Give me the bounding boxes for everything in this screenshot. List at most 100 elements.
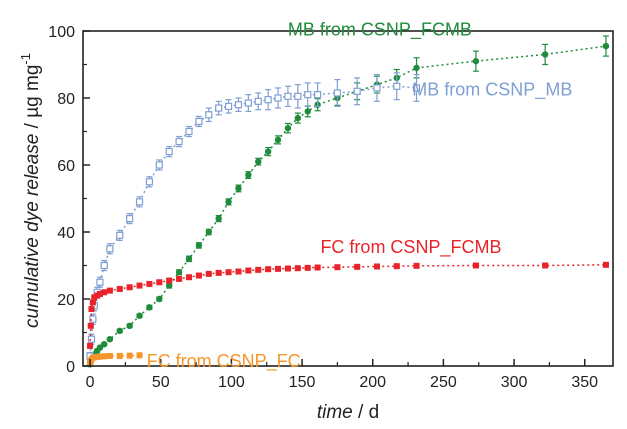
data-point — [472, 57, 480, 65]
data-point — [304, 108, 311, 115]
data-point — [413, 64, 420, 72]
data-point — [156, 295, 163, 303]
data-point — [101, 353, 108, 360]
data-point — [225, 198, 232, 206]
data-point — [334, 264, 341, 271]
data-point — [542, 262, 549, 269]
x-tick-label: 300 — [501, 374, 528, 391]
x-axis-title: time / d — [317, 402, 379, 423]
data-point — [88, 306, 95, 313]
x-tick-label: 200 — [359, 374, 386, 391]
data-point — [166, 282, 173, 289]
data-point — [126, 284, 133, 291]
y-tick-label: 100 — [48, 24, 75, 41]
data-point — [294, 92, 302, 100]
data-point — [284, 92, 292, 100]
data-point — [314, 91, 322, 99]
y-tick-label: 0 — [66, 359, 75, 376]
data-point — [175, 269, 183, 276]
data-point — [106, 245, 114, 253]
data-point — [234, 101, 243, 109]
data-point — [245, 267, 252, 274]
x-axis-title-italic: time — [317, 402, 353, 423]
data-point — [87, 342, 94, 349]
data-point — [235, 268, 242, 275]
data-point — [205, 111, 213, 119]
data-point — [224, 102, 233, 110]
y-axis-title-unit: / µg mg — [22, 65, 43, 134]
data-point — [284, 265, 291, 272]
data-point — [245, 171, 252, 179]
data-point — [265, 266, 272, 273]
x-tick-label: 350 — [571, 374, 598, 391]
data-point — [175, 137, 183, 146]
y-tick-label: 40 — [57, 225, 75, 242]
data-point — [116, 285, 123, 292]
data-point — [314, 264, 321, 271]
data-point — [353, 87, 361, 95]
data-point — [274, 94, 282, 102]
data-point — [136, 352, 143, 359]
data-point — [413, 262, 420, 269]
data-point — [354, 263, 361, 270]
data-point — [89, 315, 97, 323]
data-point — [126, 215, 134, 223]
data-point — [145, 178, 154, 186]
data-point — [135, 198, 144, 206]
data-point — [136, 282, 143, 289]
data-point — [106, 336, 114, 343]
data-point — [166, 277, 173, 284]
data-point — [215, 104, 223, 112]
data-point — [185, 255, 193, 262]
data-point — [541, 51, 549, 58]
data-point — [215, 215, 222, 222]
data-point — [602, 261, 609, 268]
x-axis-title-unit: / d — [353, 402, 379, 423]
data-point — [264, 148, 272, 155]
y-tick-label: 60 — [57, 158, 75, 175]
data-point — [106, 352, 113, 359]
data-point — [235, 185, 242, 192]
data-point — [472, 262, 479, 269]
data-point — [156, 279, 163, 286]
data-point — [373, 84, 381, 92]
data-point — [195, 242, 203, 249]
x-tick-label: 50 — [152, 374, 170, 391]
x-tick-label: 100 — [218, 374, 245, 391]
data-point — [244, 99, 252, 107]
axes: 0 50 100 150 200 250 300 350 0 20 40 60 80 100 — [48, 24, 598, 391]
data-point — [87, 335, 96, 343]
data-point — [96, 290, 103, 297]
x-tick-label: 150 — [289, 374, 316, 391]
data-point — [126, 352, 133, 359]
data-point — [195, 117, 203, 126]
data-point — [333, 89, 341, 97]
data-point — [116, 327, 123, 335]
series-4 — [87, 352, 143, 366]
y-tick-label: 20 — [57, 292, 75, 309]
series-label: FC from CSNP_FC — [147, 351, 301, 372]
data-point — [96, 278, 104, 286]
data-point — [393, 263, 400, 270]
data-point — [412, 84, 421, 92]
data-point — [116, 352, 123, 359]
data-point — [602, 42, 610, 50]
data-point — [165, 148, 173, 156]
data-point — [254, 97, 262, 105]
data-point — [304, 91, 312, 99]
series-line — [89, 85, 417, 356]
data-point — [136, 312, 143, 319]
data-point — [205, 270, 212, 277]
data-point — [294, 114, 302, 122]
data-point — [225, 269, 232, 276]
series-label: FC from CSNP_FCMB — [320, 237, 501, 258]
data-point — [186, 274, 192, 281]
data-point — [393, 82, 401, 90]
data-point — [195, 272, 202, 279]
data-point — [304, 264, 311, 271]
series-labels: MB from CSNP_FCMB MB from CSNP_MB FC from … — [147, 19, 573, 372]
series-label: MB from CSNP_MB — [412, 80, 572, 101]
data-point — [155, 161, 163, 169]
series-line — [89, 264, 606, 346]
